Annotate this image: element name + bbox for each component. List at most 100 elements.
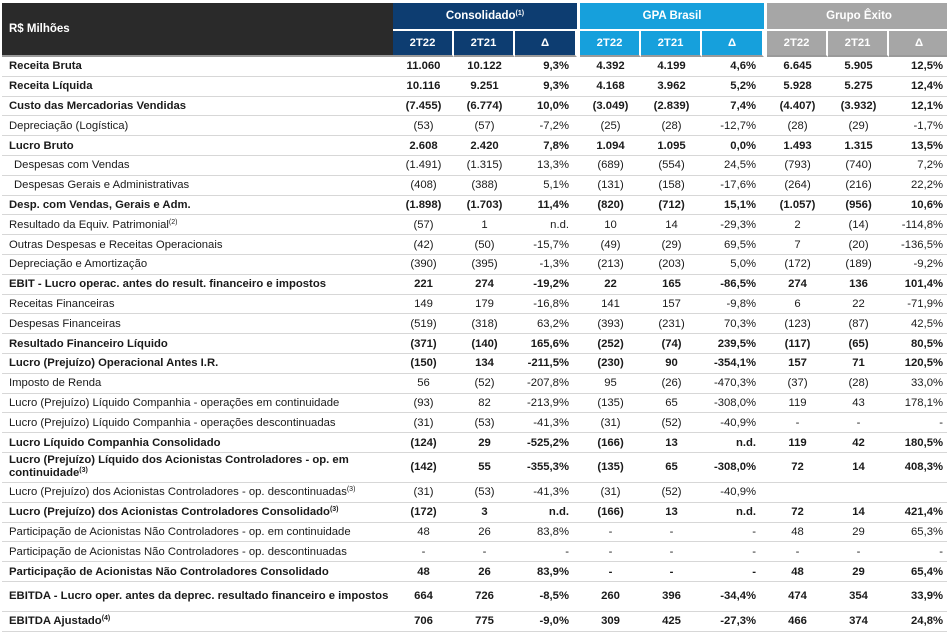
value-cell: (203) bbox=[641, 255, 703, 275]
value-cell: 2.420 bbox=[454, 136, 515, 156]
table-row: Participação de Acionistas Não Controlad… bbox=[2, 562, 947, 582]
group-name: Consolidado bbox=[445, 10, 516, 22]
delta-cell: 180,5% bbox=[889, 433, 947, 453]
group-header-gpa-brasil: GPA Brasil bbox=[580, 3, 765, 29]
row-label: Participação de Acionistas Não Controlad… bbox=[2, 523, 393, 543]
delta-cell: 9,3% bbox=[515, 77, 578, 97]
table-row: EBITDA - Lucro oper. antes da deprec. re… bbox=[2, 581, 947, 612]
value-cell: - bbox=[641, 562, 703, 582]
value-cell: 775 bbox=[454, 612, 515, 632]
value-cell: 6.645 bbox=[767, 57, 829, 77]
value-cell: - bbox=[828, 542, 890, 563]
delta-cell: -308,0% bbox=[702, 453, 765, 483]
value-cell: (74) bbox=[641, 334, 703, 354]
label-column-header: R$ Milhões bbox=[2, 3, 393, 57]
row-label: EBITDA Ajustado(4) bbox=[2, 612, 393, 632]
table-row: Lucro Líquido Companhia Consolidado (124)… bbox=[2, 433, 947, 453]
delta-cell: 12,1% bbox=[889, 97, 947, 117]
value-cell: (554) bbox=[641, 156, 703, 176]
row-label-text: Lucro (Prejuízo) Líquido Companhia - ope… bbox=[9, 396, 340, 409]
value-cell: - bbox=[767, 542, 829, 563]
row-label: Receita Bruta bbox=[2, 57, 393, 77]
row-label: Lucro (Prejuízo) dos Acionistas Controla… bbox=[2, 503, 393, 523]
footnote-marker: (3) bbox=[79, 467, 88, 475]
value-cell: 141 bbox=[580, 295, 642, 315]
delta-cell: -114,8% bbox=[889, 215, 947, 236]
value-cell: 179 bbox=[454, 295, 515, 315]
subheader-period-current: 2T22 bbox=[580, 29, 642, 57]
row-label-text: Custo das Mercadorias Vendidas bbox=[9, 99, 187, 112]
value-cell: - bbox=[580, 562, 642, 582]
value-cell: 149 bbox=[393, 295, 454, 315]
value-cell: (53) bbox=[454, 413, 515, 434]
table-row: Outras Despesas e Receitas Operacionais (… bbox=[2, 235, 947, 255]
row-label: Lucro (Prejuízo) dos Acionistas Controla… bbox=[2, 483, 393, 503]
value-cell: 4.199 bbox=[641, 57, 703, 77]
subheader-period-prior: 2T21 bbox=[641, 29, 703, 57]
row-label: Lucro Líquido Companhia Consolidado bbox=[2, 433, 393, 453]
row-label-text: Resultado Financeiro Líquido bbox=[9, 337, 168, 350]
row-label: Participação de Acionistas Não Controlad… bbox=[2, 542, 393, 563]
table-row: Despesas com Vendas (1.491) (1.315) 13,3% (6… bbox=[2, 155, 947, 176]
delta-cell: -470,3% bbox=[702, 374, 765, 394]
group-header-consolidado: Consolidado(1) bbox=[393, 3, 578, 29]
value-cell: 6 bbox=[767, 295, 829, 315]
value-cell: 119 bbox=[767, 394, 829, 414]
value-cell bbox=[828, 483, 890, 503]
value-cell: (31) bbox=[580, 483, 642, 503]
row-label-text: Desp. com Vendas, Gerais e Adm. bbox=[9, 198, 191, 211]
value-cell: 42 bbox=[828, 433, 890, 453]
table-row: Despesas Financeiras (519) (318) 63,2% (393)… bbox=[2, 314, 947, 335]
value-cell: 43 bbox=[828, 394, 890, 414]
value-cell: (135) bbox=[580, 394, 642, 414]
row-label: Despesas Financeiras bbox=[2, 314, 393, 335]
value-cell: 1.095 bbox=[641, 136, 703, 156]
value-cell: 119 bbox=[767, 433, 829, 453]
row-label-text: EBIT - Lucro operac. antes do result. fi… bbox=[9, 278, 327, 291]
delta-cell: -27,3% bbox=[702, 612, 765, 632]
delta-cell: -12,7% bbox=[702, 116, 765, 137]
delta-cell: 408,3% bbox=[889, 453, 947, 483]
value-cell: 706 bbox=[393, 612, 454, 632]
value-cell: - bbox=[641, 523, 703, 543]
delta-cell: 10,0% bbox=[515, 97, 578, 117]
delta-cell: 178,1% bbox=[889, 394, 947, 414]
value-cell: 274 bbox=[767, 275, 829, 295]
value-cell: 26 bbox=[454, 562, 515, 582]
delta-cell: -15,7% bbox=[515, 235, 578, 255]
delta-cell: -7,2% bbox=[515, 116, 578, 137]
delta-cell: 63,2% bbox=[515, 314, 578, 335]
table-row: Lucro (Prejuízo) dos Acionistas Controla… bbox=[2, 502, 947, 523]
value-cell: 55 bbox=[454, 453, 515, 483]
value-cell: (1.057) bbox=[767, 196, 829, 216]
row-label: Lucro Bruto bbox=[2, 136, 393, 156]
delta-cell: -17,6% bbox=[702, 176, 765, 196]
value-cell: 374 bbox=[828, 612, 890, 632]
value-cell: 14 bbox=[828, 503, 890, 523]
delta-cell: -136,5% bbox=[889, 235, 947, 255]
value-cell: 29 bbox=[454, 433, 515, 453]
delta-cell: -9,2% bbox=[889, 255, 947, 275]
value-cell: (172) bbox=[393, 503, 454, 523]
delta-cell: -9,8% bbox=[702, 295, 765, 315]
table-row: Lucro (Prejuízo) dos Acionistas Controla… bbox=[2, 482, 947, 503]
value-cell: (393) bbox=[580, 314, 642, 335]
delta-cell: 22,2% bbox=[889, 176, 947, 196]
delta-cell: -354,1% bbox=[702, 354, 765, 374]
delta-cell: -8,5% bbox=[515, 582, 578, 612]
delta-cell: - bbox=[702, 523, 765, 543]
value-cell: (3.049) bbox=[580, 97, 642, 117]
value-cell: (1.491) bbox=[393, 156, 454, 176]
row-label-text: Despesas Financeiras bbox=[9, 317, 121, 330]
table-row: Resultado da Equiv. Patrimonial(2) (57) 1 n… bbox=[2, 215, 947, 236]
value-cell: 13 bbox=[641, 503, 703, 523]
value-cell: 165 bbox=[641, 275, 703, 295]
row-label: Depreciação e Amortização bbox=[2, 255, 393, 275]
value-cell: 425 bbox=[641, 612, 703, 632]
delta-cell: 83,9% bbox=[515, 562, 578, 582]
value-cell: 5.928 bbox=[767, 77, 829, 97]
table-row: Participação de Acionistas Não Controlad… bbox=[2, 522, 947, 543]
row-label-text: Lucro Bruto bbox=[9, 139, 74, 152]
value-cell: 1.094 bbox=[580, 136, 642, 156]
delta-cell: 10,6% bbox=[889, 196, 947, 216]
